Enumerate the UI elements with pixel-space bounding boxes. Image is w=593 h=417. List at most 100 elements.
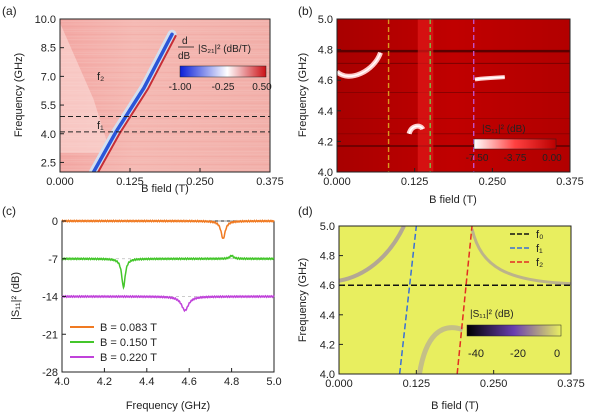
legend-c-label: B = 0.220 T xyxy=(100,352,157,364)
panel-b-ytick-label: 4.4 xyxy=(318,106,333,118)
colorbar-a-gradient xyxy=(179,65,267,78)
panel-b-axes: 0.000 0.125 0.250 0.375 4.0 4.2 4.4 4.6 4.8 5.0 xyxy=(318,14,584,188)
panel-a-ytick-label: 5.5 xyxy=(41,100,56,112)
panel-b: (b) 0.000 0.125 0.250 0.375 4.0 4.2 4.4 4.6 4.8 5… xyxy=(297,4,584,206)
panel-c-series-line xyxy=(61,219,275,239)
panel-a-colorbar: d dB |S₂₁|² (dB/T) -1.00 -0.25 0.50 xyxy=(169,36,273,93)
panel-b-ylabel: Frequency (GHz) xyxy=(297,53,309,137)
colorbar-b-tick-2: 0.00 xyxy=(542,153,562,164)
panel-c-axes: 4.0 4.2 4.4 4.6 4.8 5.0 0 -7 -14 -21 -28 xyxy=(42,216,282,388)
panel-b-ytick-label: 5.0 xyxy=(318,14,333,26)
panel-a: (a) 0.000 0.125 0.250 0.375 2.5 4.0 5.5 7.0 8.5 1… xyxy=(2,4,284,195)
annotation-f2: f₂ xyxy=(97,71,104,83)
colorbar-d-tick-2: 0 xyxy=(554,348,560,360)
panel-c-xtick-label: 4.0 xyxy=(54,376,69,388)
panel-a-ytick-label: 4.0 xyxy=(41,129,56,141)
panel-a-axes: 0.000 0.125 0.250 0.375 2.5 4.0 5.5 7.0 8.5 10.0 xyxy=(35,14,284,188)
heatmap-a-ridge-red xyxy=(96,34,177,172)
panel-c-xlabel: Frequency (GHz) xyxy=(126,400,210,412)
panel-c-series-line xyxy=(61,294,275,313)
panel-d-label: (d) xyxy=(298,204,313,218)
panel-b-xtick-label: 0.125 xyxy=(401,176,429,188)
legend-d-label: f₁ xyxy=(536,243,543,255)
heatmap-d-branch-upper xyxy=(339,226,406,283)
heatmap-b-arc xyxy=(337,52,382,77)
heatmap-d-branch-lower xyxy=(416,325,464,374)
panel-d-axes: 0.000 0.125 0.250 0.375 4.0 4.2 4.4 4.6 4.8 5.0 xyxy=(320,221,585,390)
panel-c-ytick-label: -14 xyxy=(42,292,58,304)
heatmap-b-tail xyxy=(474,76,505,81)
panel-a-ytick-label: 8.5 xyxy=(41,43,56,55)
panel-a-frame xyxy=(59,18,271,173)
panel-d-ytick-label: 4.4 xyxy=(320,310,335,322)
heatmap-a-light-region xyxy=(60,22,111,153)
panel-a-label: (a) xyxy=(2,4,17,18)
panel-c-ytick-label: -28 xyxy=(42,367,58,379)
panel-c-ytick-label: -7 xyxy=(48,254,58,266)
panel-c-xtick-label: 5.0 xyxy=(266,376,281,388)
colorbar-b-tick-0: -7.50 xyxy=(466,153,489,164)
panel-b-ytick-label: 4.6 xyxy=(318,75,333,87)
panel-b-frame xyxy=(336,18,571,173)
panel-b-xtick-label: 0.250 xyxy=(479,176,507,188)
panel-d-ytick-label: 5.0 xyxy=(320,221,335,233)
panel-c-label: (c) xyxy=(2,204,16,218)
annotation-f1: f₁ xyxy=(97,120,104,132)
panel-d-xtick-label: 0.000 xyxy=(325,378,353,390)
colorbar-a-tick-1: -0.25 xyxy=(212,82,235,93)
panel-a-xtick-label: 0.250 xyxy=(186,176,214,188)
panel-c-xtick-label: 4.8 xyxy=(224,376,239,388)
colorbar-d-tick-1: -20 xyxy=(510,348,526,360)
panel-d-xtick-label: 0.250 xyxy=(480,378,508,390)
panel-b-ytick-label: 4.2 xyxy=(318,136,333,148)
panel-c: (c) 4.0 4.2 4.4 4.6 4.8 5.0 0 -7 -14 -21 -28 B = 0… xyxy=(2,204,282,412)
legend-d-label: f₀ xyxy=(536,229,544,241)
panel-d-f2-line xyxy=(456,226,473,374)
colorbar-a-tick-2: 0.50 xyxy=(252,82,272,93)
panel-a-xtick-label: 0.000 xyxy=(46,176,74,188)
panel-d: (d) 0.000 0.125 0.250 0.375 4.0 4.2 4.4 4.6 4.8 5… xyxy=(297,204,585,412)
panel-d-ytick-label: 4.6 xyxy=(320,280,335,292)
colorbar-d-tick-0: -40 xyxy=(468,348,484,360)
panel-b-xtick-label: 0.000 xyxy=(323,176,351,188)
heatmap-b-bump xyxy=(408,125,424,135)
panel-a-ytick-label: 10.0 xyxy=(35,14,56,26)
panel-a-ylabel: Frequency (GHz) xyxy=(13,53,25,137)
heatmap-a-ridge xyxy=(91,32,174,172)
panel-b-ytick-label: 4.0 xyxy=(318,167,333,179)
panel-b-label: (b) xyxy=(298,4,313,18)
panel-d-xlabel: B field (T) xyxy=(431,400,479,412)
panel-b-colorbar: |S₁₁|² (dB) -7.50 -3.75 0.00 xyxy=(466,124,563,164)
panel-b-xlabel: B field (T) xyxy=(429,194,477,206)
heatmap-b-column xyxy=(417,19,434,172)
panel-b-xtick-label: 0.375 xyxy=(556,176,584,188)
colorbar-a-label: |S₂₁|² (dB/T) xyxy=(198,44,251,55)
panel-c-xtick-label: 4.2 xyxy=(97,376,112,388)
panel-d-ytick-label: 4.2 xyxy=(320,339,335,351)
panel-c-legend: B = 0.083 T B = 0.150 T B = 0.220 T xyxy=(70,322,157,364)
panel-d-f1-line xyxy=(398,226,418,374)
panel-d-colorbar: |S₁₁|² (dB) -40 -20 0 xyxy=(466,309,562,360)
panel-c-series-line xyxy=(61,254,275,291)
colorbar-a-deriv-top: d xyxy=(182,36,188,47)
panel-d-ylabel: Frequency (GHz) xyxy=(297,258,309,342)
panel-d-xtick-label: 0.125 xyxy=(403,378,431,390)
panel-d-frame xyxy=(338,225,572,375)
colorbar-b-tick-1: -3.75 xyxy=(504,153,527,164)
panel-d-xtick-label: 0.375 xyxy=(557,378,585,390)
colorbar-d-gradient xyxy=(466,324,562,337)
colorbar-b-label: |S₁₁|² (dB) xyxy=(482,124,526,135)
colorbar-b-gradient xyxy=(473,138,557,150)
panel-a-xlabel: B field (T) xyxy=(141,183,189,195)
panel-b-ytick-label: 4.8 xyxy=(318,45,333,57)
panel-c-ytick-label: 0 xyxy=(52,216,58,228)
panel-c-xtick-label: 4.4 xyxy=(139,376,154,388)
panel-c-ytick-label: -21 xyxy=(42,329,58,341)
panel-d-ytick-label: 4.8 xyxy=(320,251,335,263)
panel-a-xtick-label: 0.375 xyxy=(256,176,284,188)
panel-d-heatmap xyxy=(339,226,571,374)
panel-c-xtick-label: 4.6 xyxy=(182,376,197,388)
colorbar-d-label: |S₁₁|² (dB) xyxy=(470,309,514,320)
legend-d-label: f₂ xyxy=(536,257,543,269)
panel-c-series xyxy=(61,219,275,313)
